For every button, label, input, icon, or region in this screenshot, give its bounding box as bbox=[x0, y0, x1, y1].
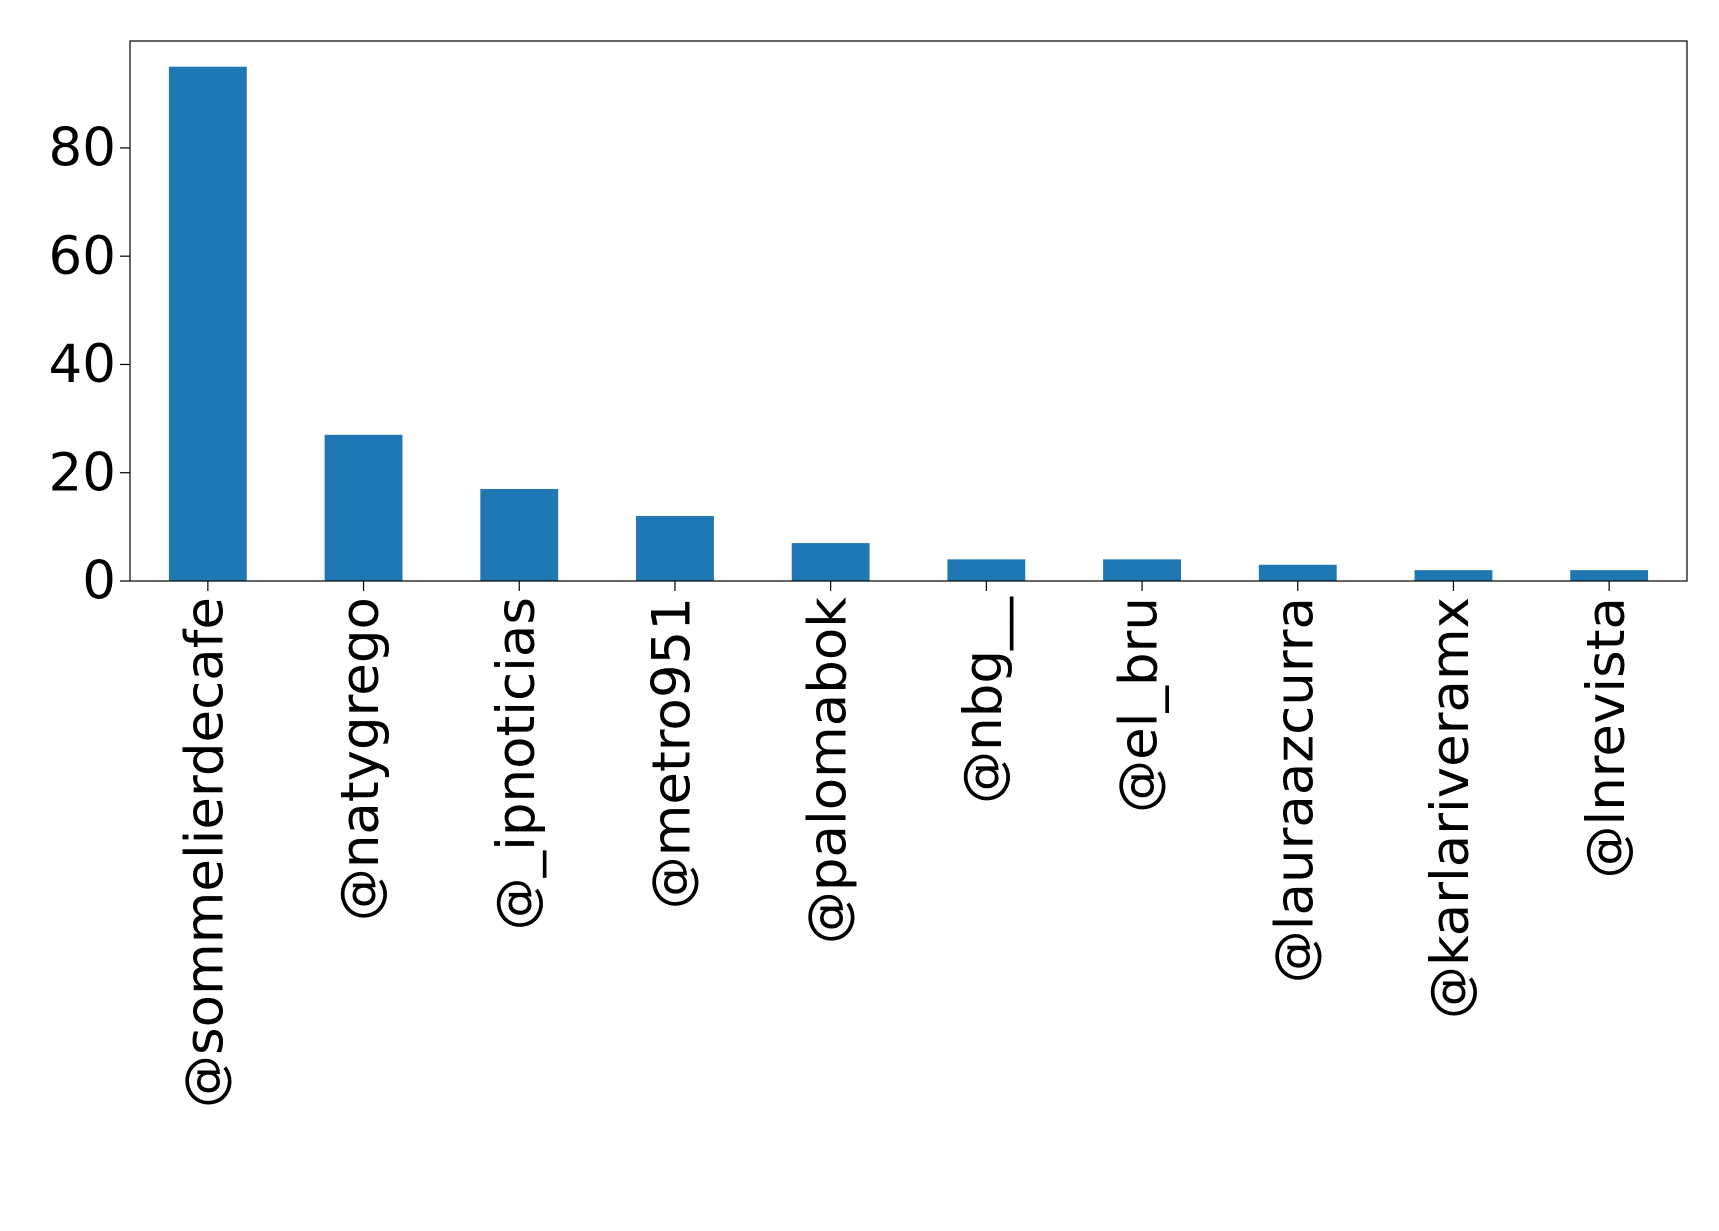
x-tick-label: @_ipnoticias bbox=[486, 597, 547, 930]
bar bbox=[1258, 564, 1337, 581]
x-tick-label: @palomabok bbox=[797, 597, 858, 944]
y-tick-label: 40 bbox=[49, 334, 116, 395]
x-tick-label: @karlariveramx bbox=[1420, 597, 1481, 1019]
y-tick-label: 80 bbox=[49, 118, 116, 179]
axes-frame bbox=[129, 40, 1688, 582]
x-tick-label: @el_bru bbox=[1109, 597, 1170, 813]
x-tick-label: @lnrevista bbox=[1576, 597, 1637, 879]
bar bbox=[324, 434, 403, 581]
bar bbox=[791, 543, 870, 581]
bar bbox=[1570, 570, 1649, 581]
x-tick-label: @lauraazcurra bbox=[1264, 597, 1325, 983]
bar bbox=[947, 559, 1026, 581]
y-tick-label: 0 bbox=[82, 551, 116, 612]
bar bbox=[1414, 570, 1493, 581]
bar bbox=[480, 488, 559, 581]
y-tick-label: 60 bbox=[49, 226, 116, 287]
bar bbox=[168, 66, 247, 581]
x-tick-label: @metro951 bbox=[642, 597, 703, 909]
x-tick-label: @nbg__ bbox=[953, 596, 1014, 804]
x-tick-label: @sommelierdecafe bbox=[174, 597, 235, 1108]
bar bbox=[636, 516, 714, 581]
y-tick-label: 20 bbox=[49, 442, 116, 503]
bar bbox=[1103, 559, 1181, 581]
x-tick-label: @natygrego bbox=[330, 597, 391, 921]
